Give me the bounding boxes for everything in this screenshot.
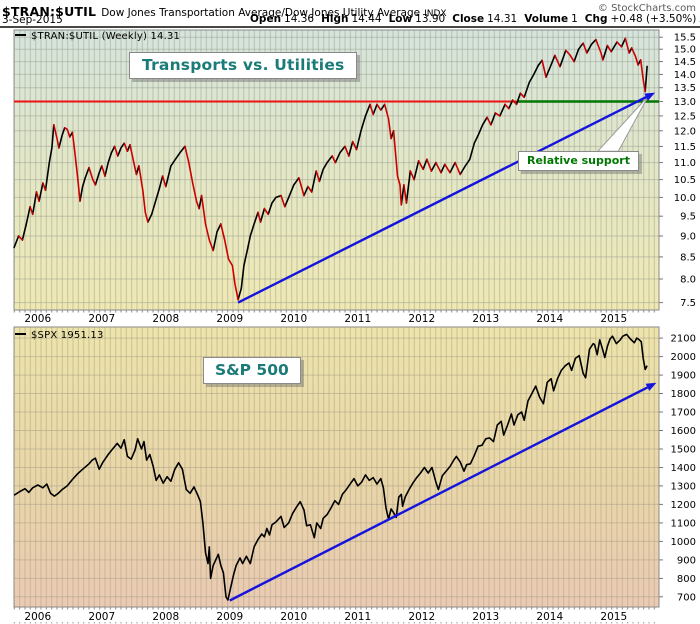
- svg-text:9.0: 9.0: [680, 232, 696, 243]
- svg-text:1100: 1100: [671, 518, 696, 529]
- ticker-symbol: $TRAN:$UTIL: [2, 4, 97, 19]
- svg-text:2013: 2013: [472, 611, 499, 623]
- svg-text:800: 800: [677, 574, 696, 585]
- svg-text:13.0: 13.0: [674, 97, 696, 108]
- svg-text:1900: 1900: [671, 371, 696, 382]
- low-label: Low: [388, 13, 413, 25]
- svg-text:12.0: 12.0: [674, 126, 696, 137]
- svg-text:2007: 2007: [88, 611, 115, 623]
- change-value: +0.48 (+3.50%): [610, 13, 697, 25]
- sp500-label: S&P 500: [203, 357, 301, 384]
- svg-text:2007: 2007: [88, 313, 115, 325]
- relative-support-callout: Relative support: [518, 151, 639, 171]
- svg-text:15.5: 15.5: [674, 33, 696, 44]
- low-value: 13.90: [415, 13, 446, 25]
- svg-text:2100: 2100: [671, 334, 696, 345]
- svg-text:2012: 2012: [408, 611, 435, 623]
- open-label: Open: [250, 13, 282, 25]
- svg-text:7.5: 7.5: [680, 298, 696, 309]
- svg-text:1400: 1400: [671, 463, 696, 474]
- svg-text:2014: 2014: [536, 611, 563, 623]
- svg-text:2013: 2013: [472, 313, 499, 325]
- exchange-label: INDX: [424, 9, 447, 19]
- svg-text:2015: 2015: [600, 313, 627, 325]
- svg-text:2015: 2015: [600, 611, 627, 623]
- svg-text:900: 900: [677, 555, 696, 566]
- svg-text:2006: 2006: [24, 313, 51, 325]
- svg-text:8.0: 8.0: [680, 275, 696, 286]
- svg-text:2010: 2010: [280, 313, 307, 325]
- svg-text:2010: 2010: [280, 611, 307, 623]
- spx-chart-legend: $SPX 1951.13: [15, 330, 104, 341]
- chart-date: 3-Sep-2015: [2, 14, 63, 26]
- quote-row: Open 14.36 High 14.44 Low 13.90 Close 14.31 Volu…: [250, 13, 700, 25]
- ratio-legend-value: 14.31: [150, 31, 181, 42]
- series-swatch-icon: [15, 33, 26, 37]
- svg-text:2009: 2009: [216, 313, 243, 325]
- svg-text:8.5: 8.5: [680, 252, 696, 263]
- ratio-legend-label: $TRAN:$UTIL (Weekly): [31, 31, 148, 42]
- svg-text:13.5: 13.5: [674, 83, 696, 94]
- volume-label: Volume: [524, 13, 569, 25]
- svg-text:2011: 2011: [344, 313, 371, 325]
- svg-text:1500: 1500: [671, 445, 696, 456]
- spx-legend-value: 1951.13: [60, 330, 104, 341]
- spx-legend-label: $SPX: [31, 330, 58, 341]
- ratio-chart-legend: $TRAN:$UTIL (Weekly) 14.31: [15, 31, 180, 42]
- svg-text:1700: 1700: [671, 408, 696, 419]
- copyright-text: © StockCharts.com: [597, 3, 696, 14]
- svg-text:2014: 2014: [536, 313, 563, 325]
- svg-text:2012: 2012: [408, 313, 435, 325]
- ticker-description: Dow Jones Transportation Average/Dow Jon…: [101, 7, 421, 19]
- svg-text:12.5: 12.5: [674, 111, 696, 122]
- svg-text:9.5: 9.5: [680, 212, 696, 223]
- open-value: 14.36: [284, 13, 315, 25]
- svg-text:1800: 1800: [671, 389, 696, 400]
- svg-text:1600: 1600: [671, 426, 696, 437]
- svg-text:1300: 1300: [671, 481, 696, 492]
- svg-text:2006: 2006: [24, 611, 51, 623]
- close-label: Close: [452, 13, 485, 25]
- spx-chart: 700 800 900 1000 1100 1200 1300 1400 1500 1600 170…: [13, 326, 696, 624]
- svg-text:11.5: 11.5: [674, 142, 696, 153]
- change-label: Chg: [584, 13, 608, 25]
- svg-text:2009: 2009: [216, 611, 243, 623]
- high-label: High: [321, 13, 349, 25]
- svg-text:1200: 1200: [671, 500, 696, 511]
- series-swatch-icon: [15, 332, 26, 336]
- svg-text:1000: 1000: [671, 537, 696, 548]
- svg-text:2008: 2008: [152, 313, 179, 325]
- close-value: 14.31: [487, 13, 518, 25]
- header-divider: [0, 26, 700, 28]
- svg-text:2000: 2000: [671, 352, 696, 363]
- chart-header: $TRAN:$UTIL Dow Jones Transportation Aver…: [2, 1, 447, 20]
- svg-text:2008: 2008: [152, 611, 179, 623]
- svg-text:10.5: 10.5: [674, 175, 696, 186]
- volume-value: 1: [571, 13, 578, 25]
- svg-text:700: 700: [677, 592, 696, 603]
- svg-text:2011: 2011: [344, 611, 371, 623]
- svg-text:14.5: 14.5: [674, 57, 696, 68]
- svg-text:15.0: 15.0: [674, 45, 696, 56]
- svg-text:11.0: 11.0: [674, 158, 696, 169]
- svg-text:14.0: 14.0: [674, 70, 696, 81]
- transports-vs-utilities-label: Transports vs. Utilities: [129, 52, 358, 79]
- high-value: 14.44: [351, 13, 382, 25]
- svg-text:10.0: 10.0: [674, 193, 696, 204]
